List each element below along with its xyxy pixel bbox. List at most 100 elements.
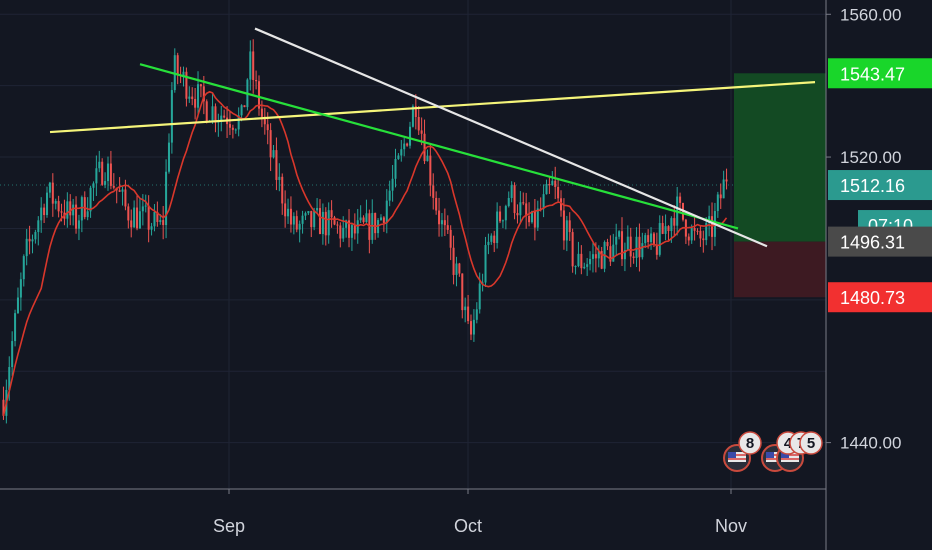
candle-body bbox=[562, 210, 565, 241]
stop-zone[interactable] bbox=[734, 241, 826, 298]
candle-body bbox=[150, 226, 153, 230]
candle-body bbox=[77, 220, 80, 229]
trendlines[interactable] bbox=[49, 27, 816, 248]
candle-body bbox=[112, 185, 115, 188]
candle-body bbox=[22, 256, 25, 280]
candle-body bbox=[141, 206, 144, 212]
candle-body bbox=[86, 211, 89, 218]
candle-body bbox=[289, 208, 292, 225]
candle-body bbox=[565, 220, 568, 241]
candle-body bbox=[484, 245, 487, 283]
candle-body bbox=[429, 155, 432, 186]
candle-body bbox=[687, 236, 690, 241]
yellow-trendline[interactable] bbox=[49, 80, 816, 134]
candle-body bbox=[301, 215, 304, 224]
candle-body bbox=[51, 182, 54, 204]
us-flag-canton bbox=[766, 452, 774, 458]
candle-body bbox=[133, 207, 136, 228]
candle-body bbox=[461, 273, 464, 311]
target-zone[interactable] bbox=[734, 73, 826, 242]
candle-body bbox=[345, 220, 348, 228]
candle-body bbox=[220, 115, 223, 121]
candle-body bbox=[571, 232, 574, 267]
candle-body bbox=[45, 192, 49, 216]
candle-body bbox=[583, 266, 586, 269]
candle-body bbox=[629, 236, 632, 257]
candle-body bbox=[318, 208, 322, 235]
candle-body bbox=[472, 319, 475, 335]
candle-body bbox=[16, 297, 19, 314]
candle-body bbox=[121, 189, 124, 192]
candle-body bbox=[284, 203, 287, 217]
candle-body bbox=[522, 202, 525, 204]
candle-body bbox=[324, 211, 327, 236]
candle-body bbox=[455, 263, 458, 275]
candle-body bbox=[589, 258, 592, 265]
candle-body bbox=[641, 243, 644, 258]
candle-body bbox=[106, 163, 110, 182]
candle-body bbox=[594, 254, 597, 259]
candle-body bbox=[89, 187, 92, 212]
candle-body bbox=[188, 96, 191, 99]
candle-body bbox=[260, 108, 263, 117]
moving-average-line bbox=[2, 90, 728, 416]
candle-body bbox=[551, 180, 554, 186]
candle-body bbox=[420, 130, 423, 134]
candle-body bbox=[191, 96, 194, 100]
candle-body bbox=[385, 200, 388, 223]
candle-body bbox=[159, 220, 162, 222]
candle-body bbox=[295, 216, 298, 230]
candle-body bbox=[69, 201, 72, 216]
candle-body bbox=[275, 150, 278, 180]
candle-body bbox=[632, 256, 635, 259]
event-badge[interactable] bbox=[799, 431, 823, 455]
candle-body bbox=[292, 216, 295, 225]
candle-body bbox=[612, 244, 615, 262]
stop-price-tag-bg bbox=[828, 282, 932, 313]
candle-body bbox=[40, 207, 43, 221]
candle-body bbox=[464, 306, 467, 311]
candle-body bbox=[507, 197, 510, 207]
candle-body bbox=[438, 210, 441, 225]
candle-body bbox=[661, 223, 664, 234]
candle-body bbox=[623, 250, 626, 260]
candle-body bbox=[452, 247, 455, 275]
candle-body bbox=[362, 217, 365, 223]
candle-body bbox=[118, 190, 121, 192]
event-badges[interactable]: 8475 bbox=[723, 431, 823, 472]
us-flag-icon bbox=[781, 452, 799, 462]
candle-body bbox=[548, 183, 551, 186]
candle-body bbox=[446, 225, 449, 230]
candle-body bbox=[493, 235, 496, 243]
candle-body bbox=[716, 194, 719, 212]
event-badge[interactable] bbox=[738, 431, 762, 455]
candle-body bbox=[144, 205, 147, 207]
candle-body bbox=[316, 208, 319, 211]
candle-body bbox=[170, 90, 173, 143]
candle-body bbox=[336, 224, 339, 226]
candle-body bbox=[679, 196, 682, 203]
candle-body bbox=[231, 127, 234, 130]
y-tick-label: 1560.00 bbox=[840, 5, 901, 24]
position-zones[interactable] bbox=[734, 73, 826, 298]
candle-body bbox=[699, 230, 702, 239]
white-trendline[interactable] bbox=[254, 27, 768, 248]
candle-body bbox=[127, 206, 130, 221]
candle-body bbox=[394, 158, 397, 179]
candle-body bbox=[327, 210, 330, 236]
candle-body bbox=[199, 84, 202, 87]
candle-body bbox=[2, 399, 5, 416]
candle-body bbox=[626, 236, 629, 251]
candle-body bbox=[655, 244, 658, 255]
candle-body bbox=[467, 306, 470, 322]
candle-body bbox=[499, 211, 502, 222]
y-axis-labels: 1560.00 1520.00 1440.00 bbox=[840, 5, 901, 452]
green-trendline[interactable] bbox=[139, 63, 739, 230]
candle-body bbox=[519, 202, 522, 216]
candle-body bbox=[638, 236, 641, 258]
candle-body bbox=[591, 254, 594, 259]
candle-body bbox=[98, 161, 101, 169]
candle-body bbox=[528, 215, 531, 223]
candle-body bbox=[414, 106, 417, 117]
